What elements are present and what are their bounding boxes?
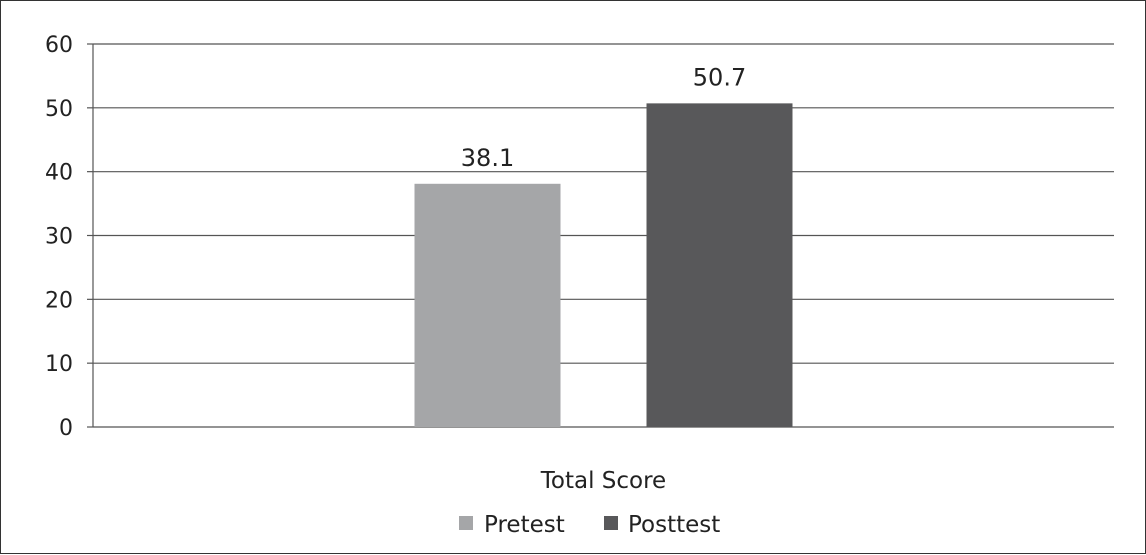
bars [414, 103, 793, 428]
gridlines [87, 43, 1114, 428]
y-tick-label: 10 [45, 352, 73, 377]
bar-pretest [414, 183, 561, 427]
category-labels: Total Score [540, 468, 666, 494]
y-tick-labels: 0 10 20 30 40 50 60 [45, 33, 73, 441]
legend-swatch-pretest [459, 516, 473, 530]
data-labels: 38.1 50.7 [461, 63, 746, 171]
category-label: Total Score [540, 468, 666, 494]
y-tick-label: 20 [45, 288, 73, 313]
y-tick-label: 50 [45, 97, 73, 122]
data-label-posttest: 50.7 [693, 63, 746, 91]
legend-label-posttest: Posttest [628, 512, 720, 538]
bar-posttest [646, 103, 793, 428]
data-label-pretest: 38.1 [461, 144, 514, 172]
y-tick-label: 40 [45, 161, 73, 186]
legend-swatch-posttest [604, 516, 618, 530]
y-tick-label: 60 [45, 33, 73, 58]
legend-label-pretest: Pretest [484, 512, 565, 538]
legend: Pretest Posttest [459, 512, 720, 538]
y-tick-label: 0 [59, 416, 73, 441]
y-tick-label: 30 [45, 225, 73, 250]
